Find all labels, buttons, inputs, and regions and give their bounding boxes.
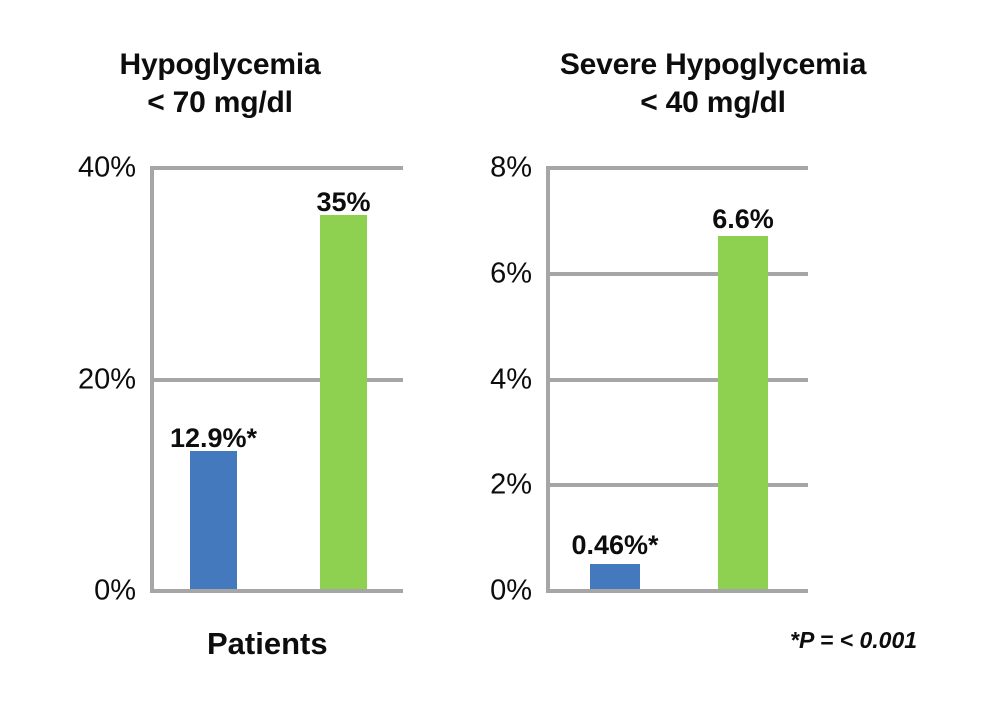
chart-title-right: Severe Hypoglycemia < 40 mg/dl: [440, 46, 986, 123]
chart-panel-severe-hypoglycemia: Severe Hypoglycemia < 40 mg/dl 8% 6% 4% …: [440, 0, 986, 715]
bar-label-right-green: 6.6%: [712, 204, 774, 234]
bar-label-right-blue: 0.46%*: [571, 530, 659, 560]
bar-right-blue[interactable]: [590, 564, 640, 589]
y-tick-label-left-40: 40%: [77, 151, 136, 184]
y-tick-label-left-20: 20%: [77, 363, 136, 395]
plot-area-left: 40% 20% 0% 12.9%* 35%: [78, 153, 403, 605]
gridline-left-40: [150, 166, 403, 170]
x-axis-caption-left: Patients: [207, 626, 328, 661]
y-tick-label-right-0: 0%: [490, 574, 532, 607]
chart-title-right-line1: Severe Hypoglycemia: [559, 48, 867, 81]
gridline-left-20: [150, 377, 403, 382]
plot-area-right: 8% 6% 4% 2% 0% 0.46%* 6.6%: [490, 153, 808, 605]
y-tick-label-right-2: 2%: [490, 468, 532, 501]
gridline-right-8: [546, 166, 808, 170]
y-tick-label-right-6: 6%: [490, 257, 532, 290]
chart-panel-hypoglycemia: Hypoglycemia < 70 mg/dl 40% 20% 0% 12.9%…: [0, 0, 440, 715]
bar-label-left-blue: 12.9%*: [169, 423, 258, 453]
y-tick-label-right-8: 8%: [490, 151, 532, 184]
y-tick-label-right-4: 4%: [490, 363, 532, 395]
gridline-right-2: [546, 483, 808, 488]
gridline-left-0: [150, 589, 403, 593]
chart-title-left: Hypoglycemia < 70 mg/dl: [0, 46, 440, 123]
chart-title-right-line2: < 40 mg/dl: [640, 86, 786, 120]
gridline-right-6: [546, 271, 808, 276]
y-tick-label-left-0: 0%: [94, 574, 136, 607]
p-value-footnote: *P = < 0.001: [790, 627, 918, 653]
gridline-right-4: [546, 377, 808, 382]
bar-left-blue[interactable]: [190, 451, 237, 589]
bar-left-green[interactable]: [320, 215, 367, 589]
chart-title-left-line2: < 70 mg/dl: [147, 86, 293, 120]
chart-title-left-line1: Hypoglycemia: [119, 48, 321, 81]
bar-right-green[interactable]: [718, 236, 768, 589]
bar-label-left-green: 35%: [316, 187, 371, 217]
gridline-right-0: [546, 589, 808, 593]
